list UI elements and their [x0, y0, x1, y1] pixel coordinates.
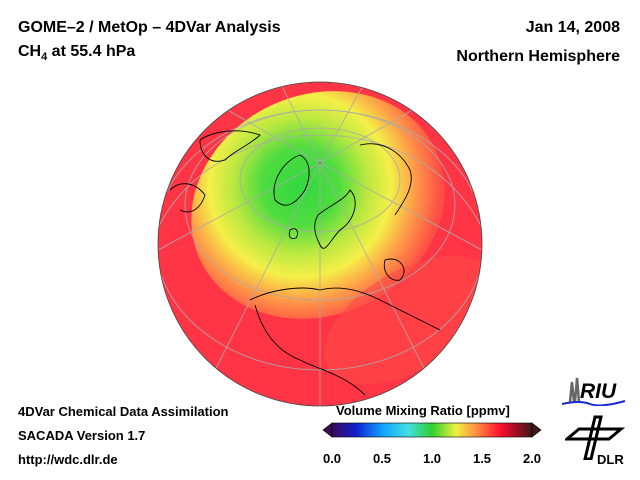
north-pole-marker: [318, 161, 322, 165]
footer-link[interactable]: http://wdc.dlr.de: [18, 452, 118, 467]
region-label: Northern Hemisphere: [456, 48, 620, 65]
colorbar-gradient: [331, 422, 533, 438]
colorbar-tick-label: 1.5: [472, 451, 492, 466]
dlr-logo-icon: [565, 415, 625, 460]
footer-line-assimilation: 4DVar Chemical Data Assimilation: [18, 404, 229, 419]
globe-outline: [157, 81, 483, 407]
svg-text:RIU: RIU: [580, 380, 617, 403]
colorbar-under-triangle: [322, 422, 333, 438]
colorbar: [322, 422, 542, 438]
footer-line-version: SACADA Version 1.7: [18, 428, 146, 443]
date-label: Jan 14, 2008: [525, 19, 620, 36]
pressure-level: at 55.4 hPa: [47, 43, 136, 60]
riu-logo: RIU: [561, 377, 626, 406]
colorbar-tick-label: 0.0: [322, 451, 342, 466]
ch4-high-lobe: [324, 255, 482, 385]
map-title: GOME–2 / MetOp – 4DVar Analysis: [18, 19, 281, 36]
coastlines: [169, 130, 441, 396]
dlr-logo-text: DLR: [597, 452, 624, 467]
graticule: [158, 82, 482, 406]
colorbar-title: Volume Mixing Ratio [ppmv]: [336, 403, 510, 418]
ch4-field: [191, 91, 445, 319]
colorbar-tick-label: 2.0: [522, 451, 542, 466]
species-subscript: 4: [41, 51, 48, 64]
colorbar-tick-label: 0.5: [372, 451, 392, 466]
species-level-label: CH4 at 55.4 hPa: [18, 43, 135, 63]
colorbar-tick-label: 1.0: [422, 451, 442, 466]
colorbar-over-triangle: [531, 422, 542, 438]
species-name: CH: [18, 43, 42, 60]
